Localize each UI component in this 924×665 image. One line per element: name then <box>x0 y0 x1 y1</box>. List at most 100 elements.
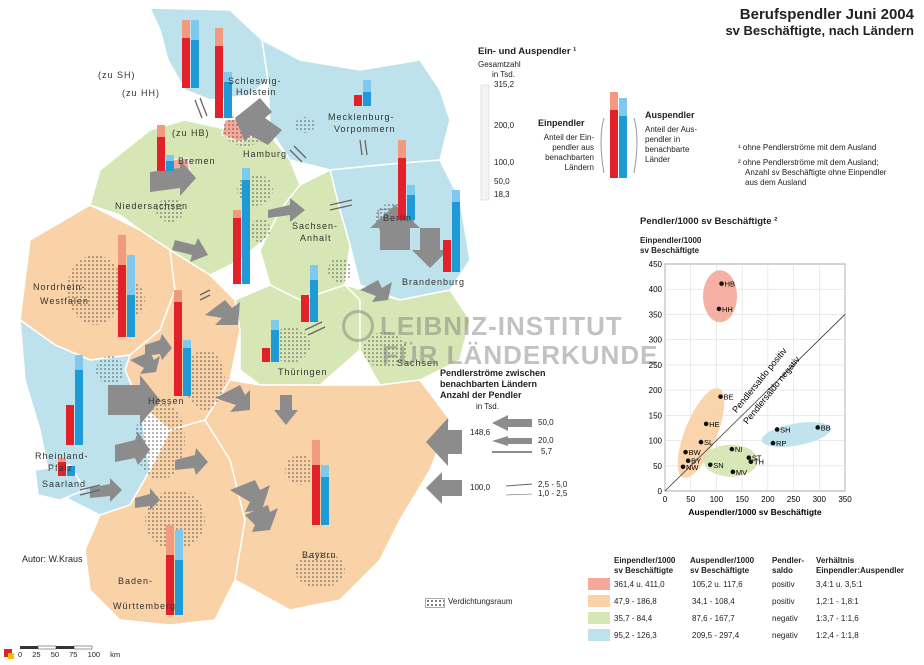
x-tick-label: 300 <box>813 495 827 504</box>
scale-labels: 0 25 50 75 100 km <box>18 650 121 659</box>
state-bars <box>58 20 460 615</box>
bar-legend-aus-desc: Anteil der Aus-pendler in benachbarte Länd… <box>645 125 698 164</box>
class-aus-range: 105,2 u. 117,6 <box>692 580 743 589</box>
label-sh2: Holstein <box>236 87 277 97</box>
class-ratio: 1:3,7 - 1:1,6 <box>816 614 859 623</box>
class-aus-range: 34,1 - 108,4 <box>692 597 735 606</box>
label-nw2: Westfalen <box>40 296 89 306</box>
bar-legend-sub: Gesamtzahl <box>478 60 521 69</box>
bar-legend-heading: Ein- und Auspendler ¹ <box>478 46 577 57</box>
scatter-point-label: SL <box>704 438 713 447</box>
class-ein-range: 35,7 - 84,4 <box>614 614 653 623</box>
flow-value-range1: 2,5 - 5,0 <box>538 480 568 489</box>
class-ratio: 1:2,4 - 1:1,8 <box>816 631 859 640</box>
class-swatch <box>588 612 610 624</box>
flow-value-57: 5,7 <box>541 447 553 456</box>
class-saldo: positiv <box>772 597 795 606</box>
label-zu-sh: (zu SH) <box>98 70 136 80</box>
label-mv2: Vorpommern <box>334 124 396 134</box>
label-bw2: Württemberg <box>113 601 177 611</box>
class-ein-range: 47,9 - 186,8 <box>614 597 657 606</box>
bar-legend-ein: Einpendler <box>538 118 585 128</box>
y-tick-label: 250 <box>649 361 663 370</box>
table-header-ein: Einpendler/1000 sv Beschäftigte <box>614 556 676 575</box>
label-nw: Nordrhein- <box>33 282 86 292</box>
flow-legend-heading: Pendlerströme zwischen benachbarten Lände… <box>440 368 546 400</box>
label-bw: Baden- <box>118 576 154 586</box>
label-th: Thüringen <box>278 367 328 377</box>
class-saldo: negativ <box>772 614 798 623</box>
y-tick-label: 0 <box>658 487 663 496</box>
scatter-point-label: HE <box>709 420 719 429</box>
scatter-point <box>815 425 821 430</box>
label-hb: Bremen <box>178 156 216 166</box>
y-tick-label: 150 <box>649 411 663 420</box>
map-subtitle: sv Beschäftigte, nach Ländern <box>725 23 914 38</box>
bar-legend-sub2: in Tsd. <box>492 70 515 79</box>
label-zu-hb: (zu HB) <box>172 128 210 138</box>
y-tick-label: 100 <box>649 437 663 446</box>
scatter-point-label: MV <box>736 468 747 477</box>
flow-arrows <box>90 98 448 532</box>
zone-pink <box>703 270 738 323</box>
zone-green <box>703 444 758 477</box>
scatter-point <box>716 306 722 312</box>
class-saldo: positiv <box>772 580 795 589</box>
y-tick-label: 400 <box>649 285 663 294</box>
class-ratio: 3,4:1 u. 3,5:1 <box>816 580 863 589</box>
footnote-2c: aus dem Ausland <box>745 178 807 187</box>
scatter-point <box>719 281 724 286</box>
class-ein-range: 361,4 u. 411,0 <box>614 580 665 589</box>
label-st2: Anhalt <box>300 233 332 243</box>
bar-legend-scale <box>480 84 490 201</box>
class-aus-range: 87,6 - 167,7 <box>692 614 735 623</box>
class-aus-range: 209,5 - 297,4 <box>692 631 740 640</box>
label-hh: Hamburg <box>243 149 288 159</box>
bar-legend-ein-desc: Anteil der Ein-pendler aus benachbarten Lä… <box>543 133 594 172</box>
footnote-2b: Anzahl sv Beschäftigte ohne Einpendler <box>745 168 887 177</box>
scatter-point <box>748 459 754 465</box>
label-mv: Mecklenburg- <box>328 112 395 122</box>
x-tick-label: 250 <box>787 495 801 504</box>
watermark: LEIBNIZ-INSTITUT FÜR LÄNDERKUNDE <box>342 310 658 368</box>
x-tick-label: 0 <box>663 495 668 504</box>
x-tick-label: 200 <box>761 495 775 504</box>
label-rp2: Pfalz <box>48 463 74 473</box>
thin-flow-arrows <box>79 97 368 496</box>
y-tick-label: 200 <box>649 386 663 395</box>
scatter-point <box>718 394 723 399</box>
scatter-point <box>703 421 709 427</box>
x-tick-label: 150 <box>735 495 749 504</box>
scatter-point <box>729 446 735 452</box>
label-be: Berlin <box>383 213 413 223</box>
scatter-point <box>683 449 688 455</box>
scatter-chart: 0 50 100 150 200 250 300 350 0 50 100 150 200 250 300 3… <box>649 260 853 517</box>
footnote-1: ¹ ohne Pendlerströme mit dem Ausland <box>738 143 877 152</box>
y-tick-label: 450 <box>649 260 663 269</box>
author: Autor: W.Kraus <box>22 554 83 564</box>
scatter-point-label: SN <box>713 461 723 470</box>
table-header-aus: Auspendler/1000 sv Beschäftigte <box>690 556 755 575</box>
scatter-point-label: HB <box>725 280 735 289</box>
bar-legend-tick-5: 18,3 <box>494 190 510 199</box>
zone-orange <box>677 388 725 478</box>
map-title: Berufspendler Juni 2004 <box>739 6 914 23</box>
bar-legend-aus: Auspendler <box>645 110 695 120</box>
x-tick-label: 100 <box>710 495 724 504</box>
scatter-point <box>698 439 704 445</box>
y-tick-label: 50 <box>653 462 662 471</box>
dense-legend-swatch <box>425 598 445 608</box>
scatter-ylabel-1: Einpendler/1000 <box>640 236 702 245</box>
flow-legend-unit: in Tsd. <box>476 402 499 411</box>
footnote-2: ² ohne Pendlerströme mit dem Ausland; <box>738 158 879 167</box>
scatter-point-label: NW <box>686 463 699 472</box>
scatter-point-label: TH <box>754 458 764 467</box>
ifl-logo <box>4 649 14 659</box>
scatter-point-label: BB <box>821 423 831 432</box>
scatter-point-label: BY <box>691 457 701 466</box>
scatter-heading: Pendler/1000 sv Beschäftigte ² <box>640 216 778 227</box>
label-by: Bayern <box>302 550 337 560</box>
class-saldo: negativ <box>772 631 798 640</box>
flow-value-20: 20,0 <box>538 436 554 445</box>
label-sh: Schleswig- <box>228 76 282 86</box>
